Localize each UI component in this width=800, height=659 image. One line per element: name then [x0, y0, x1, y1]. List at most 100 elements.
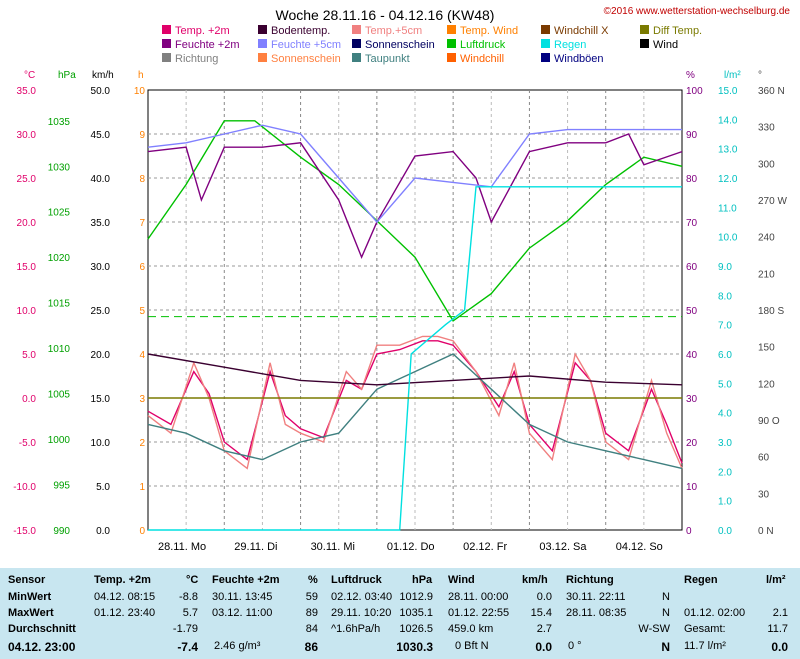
axis-hpa-label: 1010	[48, 344, 71, 355]
hdr-temp: Temp. +2m	[94, 574, 151, 586]
legend-swatch	[352, 53, 361, 62]
weather-chart: Woche 28.11.16 - 04.12.16 (KW48) ©2016 ww…	[13, 6, 790, 553]
hdr-regen-unit: l/m²	[766, 574, 786, 586]
max-temp-time: 01.12. 23:40	[94, 607, 156, 619]
legend-swatch	[541, 25, 550, 34]
avg-reg-label: Gesamt:	[684, 623, 726, 635]
legend-label: Temp. Wind	[460, 25, 518, 37]
unit-lm2: l/m²	[724, 70, 741, 81]
axis-lm2-label: 1.0	[718, 497, 732, 508]
series-line	[148, 186, 682, 531]
axis-pct-label: 60	[686, 262, 698, 273]
legend-swatch	[447, 53, 456, 62]
unit-hpa: hPa	[58, 70, 76, 81]
axis-day-label: 30.11. Mi	[311, 541, 355, 553]
axis-deg-label: 150	[758, 343, 775, 354]
max-f-time: 03.12. 11:00	[212, 607, 273, 619]
axis-pct-label: 100	[686, 86, 703, 97]
avg-reg-val: 11.7	[767, 623, 788, 635]
hdr-wind: Wind	[448, 574, 475, 586]
axis-lm2-label: 13.0	[718, 145, 738, 156]
axis-pct-label: 90	[686, 130, 698, 141]
min-f-time: 30.11. 13:45	[212, 591, 273, 603]
legend-label: Taupunkt	[365, 53, 410, 65]
max-f-val: 89	[305, 607, 318, 619]
axis-h-label: 7	[139, 218, 145, 229]
axis-temp-label: 15.0	[17, 262, 37, 273]
axis-deg-label: 240	[758, 233, 775, 244]
legend-swatch	[640, 25, 649, 34]
statistics-table: Sensor Temp. +2m °C Feuchte +2m % Luftdr…	[0, 568, 800, 659]
min-r-val: N	[662, 591, 670, 603]
axis-kmh-label: 20.0	[91, 350, 111, 361]
axis-kmh-label: 25.0	[91, 306, 111, 317]
axis-kmh-label: 15.0	[91, 394, 111, 405]
axis-kmh-label: 5.0	[96, 482, 110, 493]
max-d-val: 1035.1	[399, 607, 433, 619]
axis-lm2-label: 11.0	[718, 203, 737, 214]
axis-day-label: 02.12. Fr	[463, 541, 507, 553]
axis-lm2-label: 7.0	[718, 321, 732, 332]
max-d-time: 29.11. 10:20	[331, 607, 392, 619]
cur-w-val: 0.0	[535, 640, 552, 654]
max-r-val: N	[662, 607, 670, 619]
axis-hpa-label: 1030	[48, 162, 71, 173]
axis-lm2-label: 2.0	[718, 467, 732, 478]
axis-deg-label: 210	[758, 269, 775, 280]
legend-label: Windchill X	[554, 25, 609, 37]
series-line	[147, 133, 683, 260]
min-w-time: 28.11. 00:00	[448, 591, 509, 603]
legend-swatch	[162, 53, 171, 62]
row-current-label: 04.12. 23:00	[8, 640, 76, 654]
axis-h-label: 2	[139, 438, 145, 449]
max-w-time: 01.12. 22:55	[448, 607, 510, 619]
legend-label: Sonnenschein	[365, 39, 435, 51]
axis-temp-label: 20.0	[17, 218, 37, 229]
legend-swatch	[541, 39, 550, 48]
axis-kmh-label: 50.0	[91, 86, 111, 97]
max-temp-val: 5.7	[182, 607, 198, 619]
avg-d-note: ^1.6hPa/h	[331, 623, 381, 635]
axis-kmh-label: 40.0	[91, 174, 111, 185]
axis-hpa-label: 1015	[48, 299, 71, 310]
axis-lm2-label: 4.0	[718, 409, 732, 420]
axis-pct-label: 70	[686, 218, 698, 229]
axis-lm2-label: 10.0	[718, 233, 738, 244]
hdr-richtung: Richtung	[566, 574, 614, 586]
axis-temp-label: 5.0	[22, 350, 36, 361]
axis-kmh-label: 35.0	[91, 218, 111, 229]
legend-swatch	[258, 53, 267, 62]
axis-h-label: 3	[139, 394, 145, 405]
axis-h-label: 6	[139, 262, 145, 273]
axis-h-label: 1	[139, 482, 145, 493]
axis-lm2-label: 15.0	[718, 86, 738, 97]
row-avg-label: Durchschnitt	[8, 623, 76, 635]
axis-deg-label: 330	[758, 123, 775, 134]
cur-reg-val: 0.0	[771, 640, 788, 654]
axis-hpa-label: 990	[53, 526, 70, 537]
axis-pct-label: 0	[686, 526, 692, 537]
cur-f-note: 2.46 g/m³	[214, 640, 261, 652]
axis-temp-label: 0.0	[22, 394, 36, 405]
axis-kmh-label: 45.0	[91, 130, 111, 141]
axis-h-label: 0	[139, 526, 145, 537]
cur-r-val: N	[661, 640, 670, 654]
hdr-wind-unit: km/h	[522, 574, 548, 586]
cur-temp-val: -7.4	[177, 640, 198, 654]
avg-f-val: 84	[305, 623, 318, 635]
legend-swatch	[352, 25, 361, 34]
min-temp-val: -8.8	[179, 591, 198, 603]
legend-swatch	[447, 39, 456, 48]
axis-day-label: 29.11. Di	[234, 541, 277, 553]
hdr-druck: Luftdruck	[331, 574, 382, 586]
axis-pct-label: 20	[686, 438, 698, 449]
axis-lm2-label: 12.0	[718, 174, 738, 185]
chart-title: Woche 28.11.16 - 04.12.16 (KW48)	[276, 7, 495, 23]
axis-deg-label: 60	[758, 453, 770, 464]
axis-hpa-label: 1000	[48, 435, 71, 446]
legend-label: Wind	[653, 39, 678, 51]
series-line	[147, 353, 683, 470]
max-w-val: 15.4	[530, 607, 552, 619]
unit-h: h	[138, 70, 144, 81]
legend-label: Windchill	[460, 53, 504, 65]
